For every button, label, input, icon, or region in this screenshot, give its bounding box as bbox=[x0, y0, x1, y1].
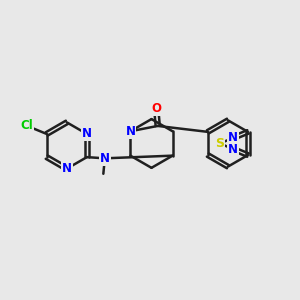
Text: N: N bbox=[228, 142, 238, 155]
Text: N: N bbox=[82, 128, 92, 140]
Text: Cl: Cl bbox=[20, 119, 33, 132]
Text: S: S bbox=[215, 137, 224, 150]
Text: N: N bbox=[125, 125, 135, 138]
Text: O: O bbox=[151, 102, 161, 115]
Text: N: N bbox=[62, 162, 72, 175]
Text: N: N bbox=[100, 152, 110, 165]
Text: N: N bbox=[228, 131, 238, 144]
